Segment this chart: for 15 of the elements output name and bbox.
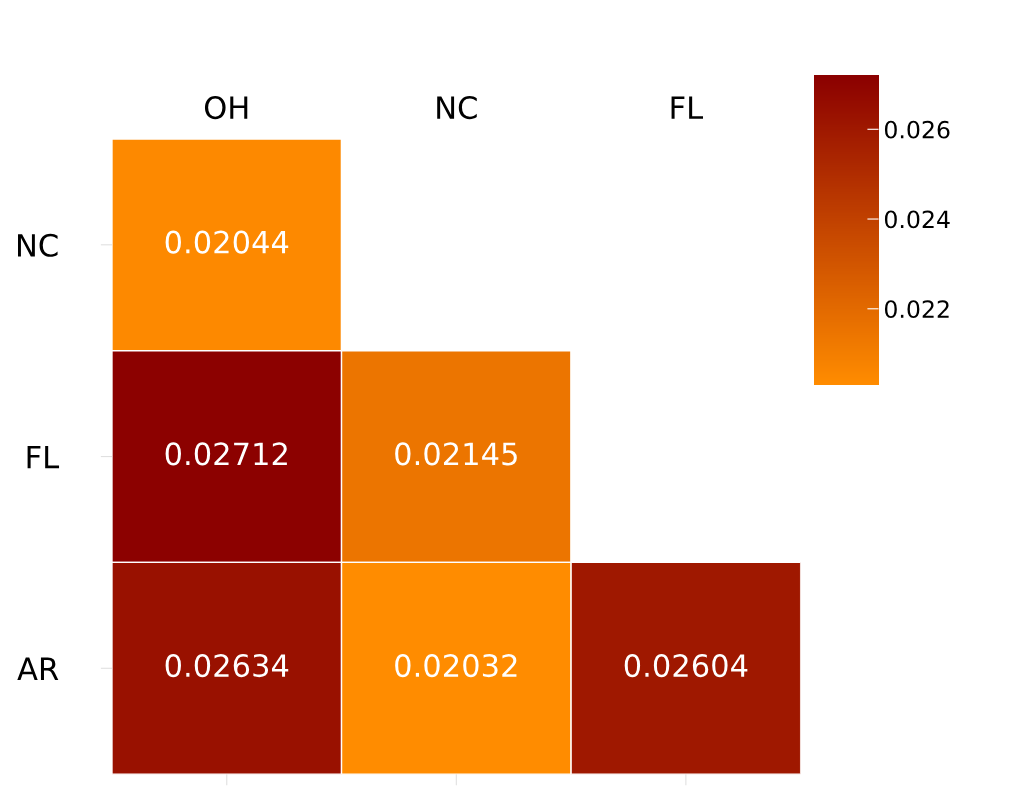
x-tick-label: NC [437, 96, 477, 120]
y-tick-label: NC [18, 233, 58, 257]
data-label: 0.02145 [395, 442, 517, 466]
data-label: 0.02032 [395, 654, 517, 678]
data-label: 0.02604 [624, 654, 748, 678]
data-label: 0.02044 [165, 230, 289, 254]
color-bar-label: 0.026 [884, 120, 950, 139]
data-label: 0.02712 [165, 442, 287, 466]
y-tick-label: AR [17, 657, 59, 680]
x-tick-label: FL [671, 96, 704, 119]
y-tick-label: FL [27, 445, 60, 469]
color-bar-label: 0.024 [884, 210, 950, 229]
data-label: 0.02634 [165, 654, 289, 678]
color-bar-label: 0.022 [884, 300, 949, 319]
x-tick-label: OH [204, 96, 248, 120]
